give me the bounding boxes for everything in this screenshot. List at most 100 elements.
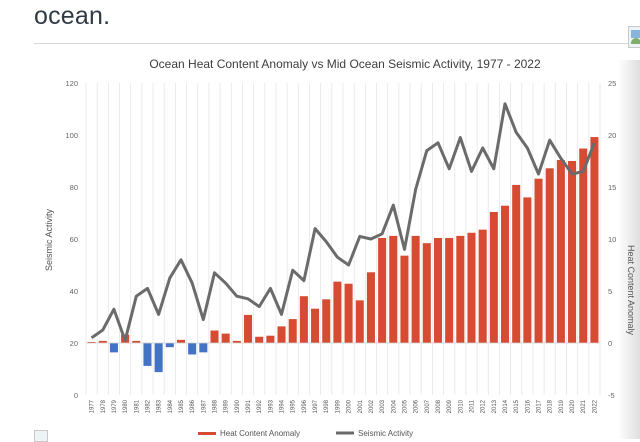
x-tick-label: 2019 — [559, 399, 565, 413]
x-tick-label: 1995 — [291, 399, 297, 413]
x-tick-label: 2005 — [403, 399, 409, 413]
bar-2011 — [467, 232, 476, 343]
bar-1999 — [333, 281, 342, 343]
x-tick-label: 1977 — [90, 399, 96, 413]
right-tick-label: 0 — [608, 339, 612, 348]
right-tick-label: 15 — [608, 183, 616, 192]
bar-1990 — [232, 340, 241, 343]
bar-2006 — [411, 235, 420, 343]
bar-2007 — [422, 243, 431, 343]
bar-2022 — [590, 137, 599, 343]
bar-1995 — [288, 319, 297, 343]
x-tick-label: 2011 — [470, 399, 476, 413]
x-tick-label: 1993 — [268, 399, 274, 413]
x-tick-label: 2020 — [570, 399, 576, 413]
bar-1978 — [98, 340, 107, 343]
bar-1989 — [221, 333, 230, 343]
x-tick-label: 1984 — [168, 399, 174, 413]
seismic-activity-line — [90, 102, 596, 342]
left-tick-label: 40 — [70, 287, 78, 296]
x-tick-label: 1997 — [313, 399, 319, 413]
x-tick-label: 2010 — [458, 399, 464, 413]
chart-title: Ocean Heat Content Anomaly vs Mid Ocean … — [149, 57, 541, 71]
left-tick-label: 80 — [70, 183, 78, 192]
bar-2005 — [400, 255, 409, 343]
x-tick-label: 2014 — [503, 399, 509, 413]
bar-2008 — [433, 237, 443, 343]
bar-2014 — [500, 205, 510, 343]
bar-2021 — [579, 148, 588, 343]
x-tick-label: 1998 — [324, 399, 330, 413]
x-tick-label: 2009 — [447, 399, 453, 413]
bar-1993 — [266, 335, 275, 343]
x-tick-label: 1996 — [302, 399, 308, 413]
bar-1981 — [132, 340, 141, 343]
bar-1998 — [322, 299, 331, 343]
page-edge-shadow — [618, 60, 640, 439]
right-tick-label: 25 — [608, 79, 616, 88]
left-tick-label: 120 — [65, 79, 78, 88]
bar-2009 — [445, 237, 454, 343]
x-tick-label: 2015 — [514, 399, 520, 413]
x-tick-label: 1983 — [157, 399, 163, 413]
bar-1996 — [299, 296, 308, 343]
bar-1986 — [188, 343, 197, 355]
left-axis: 0 20 40 60 80 100 120 — [65, 79, 78, 400]
right-tick-label: 10 — [608, 235, 616, 244]
bars — [87, 137, 599, 373]
bar-1984 — [165, 343, 174, 348]
x-tick-label: 2006 — [414, 399, 420, 413]
right-tick-label: -5 — [608, 391, 615, 400]
x-tick-label: 1999 — [335, 399, 341, 413]
bar-2015 — [512, 184, 521, 343]
x-tick-label: 1990 — [235, 399, 241, 413]
bar-1983 — [154, 343, 163, 373]
legend-label-seismic: Seismic Activity — [358, 429, 413, 438]
right-axis-title: Heat Content Anomaly — [626, 245, 636, 336]
x-tick-label: 1980 — [123, 399, 129, 413]
x-tick-label: 2008 — [436, 399, 442, 413]
bar-2018 — [545, 168, 554, 343]
broken-image-icon — [628, 26, 640, 48]
bar-2001 — [355, 300, 364, 343]
bar-2002 — [366, 272, 375, 343]
x-tick-label: 1989 — [224, 399, 230, 413]
bar-1992 — [255, 336, 264, 343]
x-tick-label: 1979 — [112, 399, 118, 413]
legend: Heat Content Anomaly Seismic Activity — [198, 429, 413, 438]
bar-2003 — [378, 237, 387, 343]
left-tick-label: 0 — [74, 391, 78, 400]
x-tick-label: 2022 — [592, 399, 598, 413]
bar-1985 — [176, 339, 186, 343]
x-tick-label: 2012 — [481, 399, 487, 413]
bar-1977 — [87, 341, 96, 343]
gridlines — [85, 83, 601, 395]
bar-1994 — [277, 326, 286, 343]
x-tick-label: 1991 — [246, 399, 252, 413]
x-tick-label: 1985 — [179, 399, 185, 413]
bar-2019 — [556, 159, 565, 343]
x-tick-label: 2001 — [358, 399, 364, 413]
x-tick-label: 1987 — [201, 399, 207, 413]
right-axis: -5 0 5 10 15 20 25 — [608, 79, 616, 400]
legend-label-heat: Heat Content Anomaly — [220, 429, 300, 438]
right-tick-label: 20 — [608, 131, 616, 140]
x-tick-label: 2013 — [492, 399, 498, 413]
x-tick-label: 1982 — [146, 399, 152, 413]
bar-1982 — [143, 343, 152, 366]
x-axis: 1977 1978 1979 1980 1981 1982 1983 1984 1985 1986… — [90, 399, 599, 413]
bar-1997 — [311, 308, 320, 343]
x-tick-label: 1992 — [257, 399, 263, 413]
bar-1979 — [109, 343, 118, 353]
left-axis-title: Seismic Activity — [44, 208, 54, 271]
bar-2017 — [534, 178, 543, 343]
bar-2000 — [344, 283, 353, 343]
page-heading: ocean. — [34, 2, 111, 30]
bar-1991 — [243, 314, 253, 343]
bar-2012 — [478, 229, 487, 343]
legend-swatch-heat — [198, 432, 216, 435]
x-tick-label: 1978 — [101, 399, 107, 413]
bar-2010 — [456, 235, 465, 343]
bar-2020 — [568, 161, 577, 343]
